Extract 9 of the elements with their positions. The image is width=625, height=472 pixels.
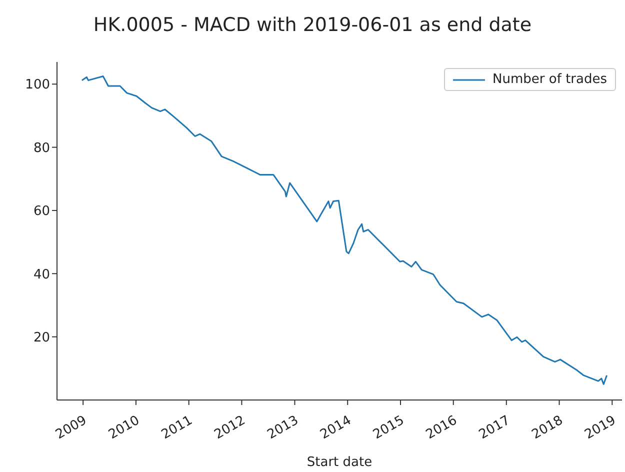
y-tick-label: 100 [25,78,50,93]
x-axis-title: Start date [306,455,372,470]
chart-title: HK.0005 - MACD with 2019-06-01 as end date [92,14,533,36]
line-series [81,75,608,385]
y-tick-label: 40 [33,267,50,282]
legend-label: Number of trades [492,72,607,87]
y-tick-label: 20 [33,330,50,346]
y-tick-label: 60 [33,204,50,220]
y-tick-label: 80 [33,140,50,156]
